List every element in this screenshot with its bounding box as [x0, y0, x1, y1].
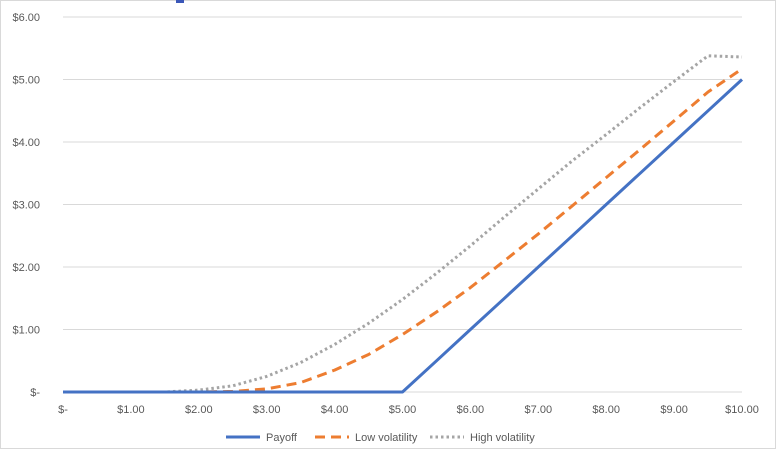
series-line-payoff — [63, 78, 744, 394]
series-line-low-volatility — [63, 67, 743, 394]
x-tick-label: $- — [58, 404, 68, 416]
x-axis-tick-labels: $- $1.00 $2.00 $3.00 $4.00 $5.00 $6.00 $7.00 $8.… — [58, 404, 759, 416]
y-tick-label: $5.00 — [12, 75, 40, 87]
y-tick-label: $- — [30, 387, 40, 399]
x-tick-label: $5.00 — [389, 404, 417, 416]
x-tick-label: $9.00 — [660, 404, 688, 416]
y-tick-label: $6.00 — [12, 12, 40, 24]
y-tick-label: $2.00 — [12, 262, 40, 274]
title-fragment — [176, 0, 184, 3]
legend-label: High volatility — [470, 432, 535, 444]
y-axis-tick-labels: $- $1.00 $2.00 $3.00 $4.00 $5.00 $6.00 — [12, 12, 40, 399]
x-tick-label: $4.00 — [321, 404, 349, 416]
legend-label: Payoff — [266, 432, 298, 444]
y-tick-label: $4.00 — [12, 137, 40, 149]
legend: Payoff Low volatility High volatility — [226, 432, 535, 444]
y-tick-label: $1.00 — [12, 325, 40, 337]
series-line-high-volatility — [63, 54, 743, 394]
x-tick-label: $2.00 — [185, 404, 213, 416]
x-tick-label: $3.00 — [253, 404, 281, 416]
y-tick-label: $3.00 — [12, 200, 40, 212]
x-tick-label: $7.00 — [525, 404, 553, 416]
series-lines — [63, 54, 744, 394]
x-tick-label: $10.00 — [725, 404, 759, 416]
x-tick-label: $6.00 — [457, 404, 485, 416]
gridlines — [63, 16, 742, 393]
x-tick-label: $8.00 — [592, 404, 620, 416]
legend-label: Low volatility — [355, 432, 418, 444]
x-tick-label: $1.00 — [117, 404, 145, 416]
